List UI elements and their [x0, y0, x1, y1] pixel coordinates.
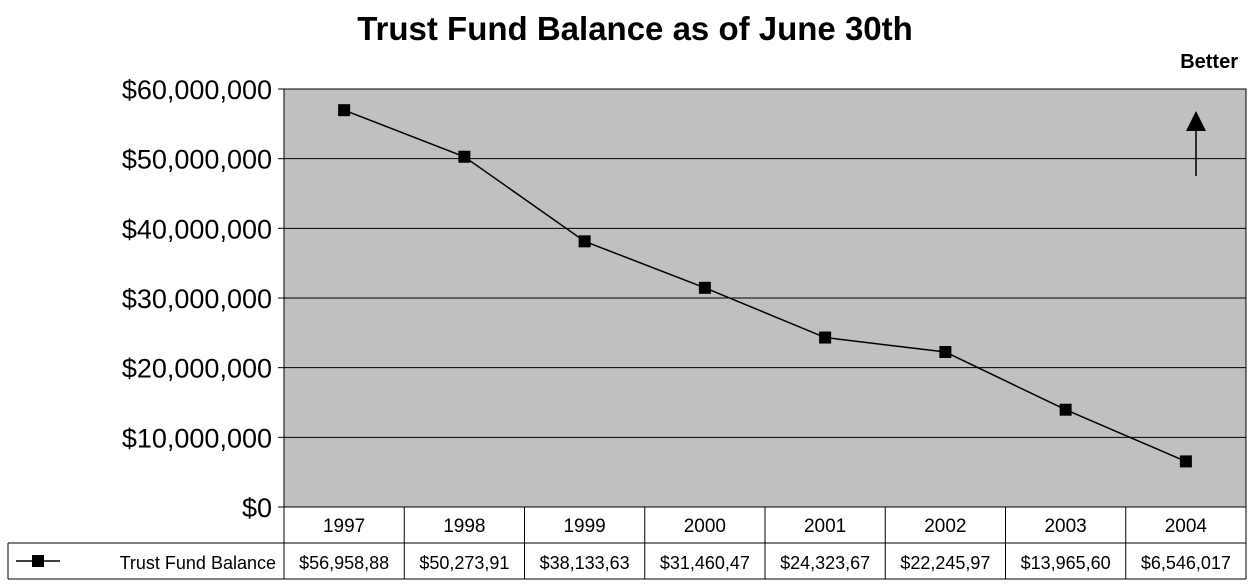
x-category-label: 1999 [563, 516, 605, 537]
data-point [698, 281, 711, 294]
y-tick-label: $30,000,000 [122, 284, 272, 314]
arrow-head [1186, 111, 1206, 131]
data-table-value: $24,323,67 [780, 553, 870, 573]
data-point [578, 235, 591, 248]
data-point [1179, 455, 1192, 468]
data-table-value: $6,546,017 [1141, 553, 1231, 573]
better-annotation: Better [1180, 51, 1238, 73]
y-tick-label: $10,000,000 [122, 423, 272, 453]
data-table-value: $22,245,97 [900, 553, 990, 573]
x-category-label: 2001 [804, 516, 846, 537]
data-table-value: $38,133,63 [540, 553, 630, 573]
y-axis: $0 $10,000,000 $20,000,000 $30,000,000 $40,0… [122, 75, 284, 523]
legend-marker-icon [32, 555, 44, 567]
x-category-label: 2000 [684, 516, 726, 537]
x-category-label: 2004 [1165, 516, 1208, 537]
plot-area [283, 88, 1247, 508]
data-table-value: $31,460,47 [660, 553, 750, 573]
data-table-value: $50,273,91 [419, 553, 509, 573]
data-table-value: $13,965,60 [1021, 553, 1111, 573]
data-point [819, 331, 832, 344]
data-point [1059, 403, 1072, 416]
better-arrow-icon [1186, 111, 1206, 176]
x-category-label: 1998 [443, 516, 485, 537]
y-tick-label: $50,000,000 [122, 145, 272, 175]
series-trust-fund-balance [338, 104, 1192, 468]
y-tick-label: $0 [242, 493, 272, 523]
x-category-label: 1997 [323, 516, 365, 537]
x-category-label: 2002 [924, 516, 966, 537]
y-tick-label: $40,000,000 [122, 214, 272, 244]
x-category-label: 2003 [1044, 516, 1086, 537]
data-point [458, 150, 471, 163]
data-point [338, 104, 351, 117]
data-table: 1997 1998 1999 2000 2001 2002 2003 2004 $56,958,… [7, 507, 1247, 580]
legend-label: Trust Fund Balance [120, 553, 276, 573]
data-table-value: $56,958,88 [299, 553, 389, 573]
y-tick-label: $20,000,000 [122, 354, 272, 384]
chart-title: Trust Fund Balance as of June 30th [357, 10, 913, 47]
y-tick-label: $60,000,000 [122, 75, 272, 105]
series-line [343, 109, 1187, 463]
data-point [939, 346, 952, 359]
